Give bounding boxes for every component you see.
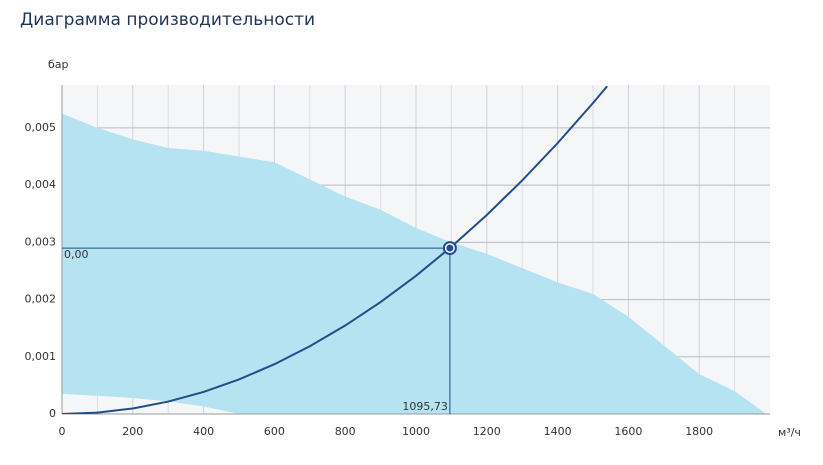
x-tick-label: 1800: [685, 425, 713, 438]
chart-title: Диаграмма производительности: [20, 10, 315, 30]
x-axis-label: м³/ч: [778, 426, 801, 439]
y-tick-label: 0,002: [25, 293, 57, 306]
operating-point-core: [446, 244, 454, 252]
y-tick-label: 0,003: [25, 235, 57, 248]
x-tick-label: 600: [264, 425, 285, 438]
x-tick-label: 1000: [402, 425, 430, 438]
x-tick-label: 1600: [614, 425, 642, 438]
operating-x-label: 1095,73: [402, 400, 448, 413]
y-tick-label: 0,001: [25, 350, 57, 363]
operating-y-label: 0,00: [64, 248, 89, 261]
system-curve: [62, 85, 608, 414]
performance-area: [62, 113, 767, 414]
y-axis-label: бар: [48, 58, 69, 71]
x-tick-label: 1200: [473, 425, 501, 438]
y-tick-label: 0,004: [25, 178, 57, 191]
x-tick-label: 1400: [544, 425, 572, 438]
x-tick-label: 0: [59, 425, 66, 438]
y-tick-label: 0: [49, 407, 56, 420]
x-tick-label: 400: [193, 425, 214, 438]
y-tick-label: 0,005: [25, 121, 57, 134]
x-tick-label: 800: [335, 425, 356, 438]
x-tick-label: 200: [122, 425, 143, 438]
